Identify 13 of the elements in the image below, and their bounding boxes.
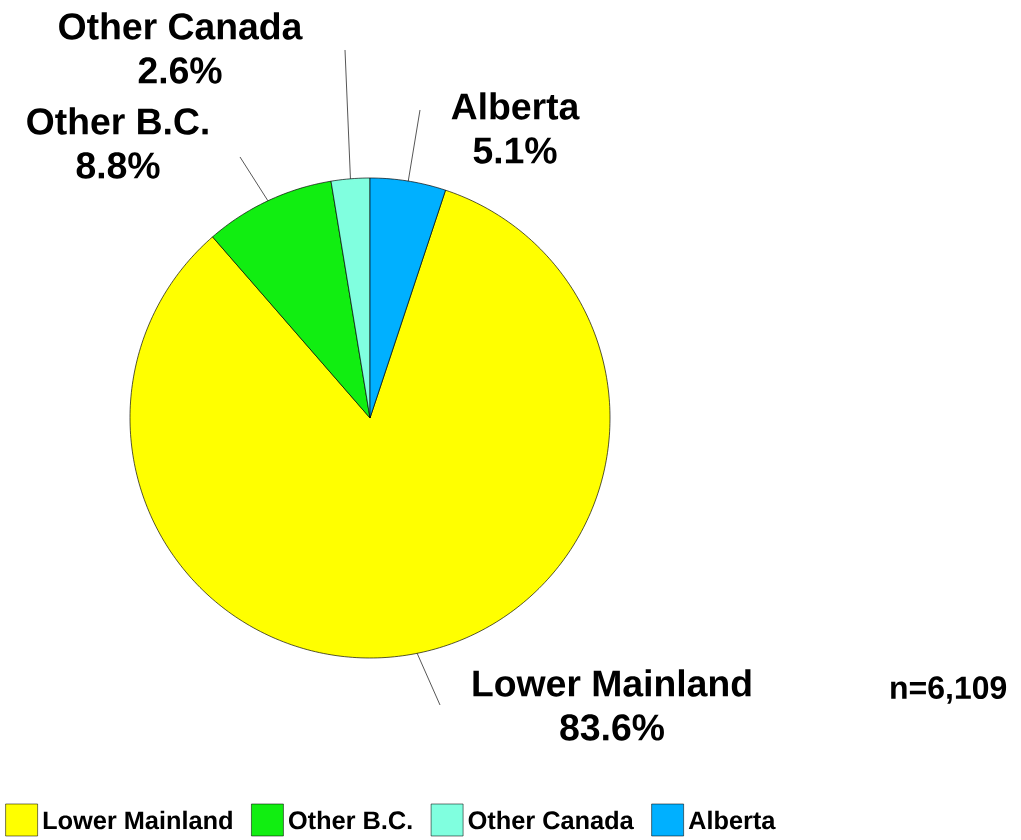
legend-label: Alberta (688, 810, 776, 830)
slice-label: Other Canada (59, 12, 303, 40)
slice-label: Other B.C. (27, 107, 208, 135)
slice-label: Lower Mainland (473, 669, 751, 697)
slice-label: Alberta (451, 92, 580, 120)
text: n=6,109 (891, 676, 1007, 704)
legend-label: Other B.C. (289, 810, 412, 830)
legend-label: Other Canada (468, 810, 634, 830)
legend-label: Lower Mainland (43, 810, 232, 830)
data-label: 8.8% (76, 152, 160, 179)
data-label: 2.6% (138, 57, 222, 84)
data-label: 5.1% (473, 137, 557, 164)
data-label: 83.6% (560, 714, 664, 741)
